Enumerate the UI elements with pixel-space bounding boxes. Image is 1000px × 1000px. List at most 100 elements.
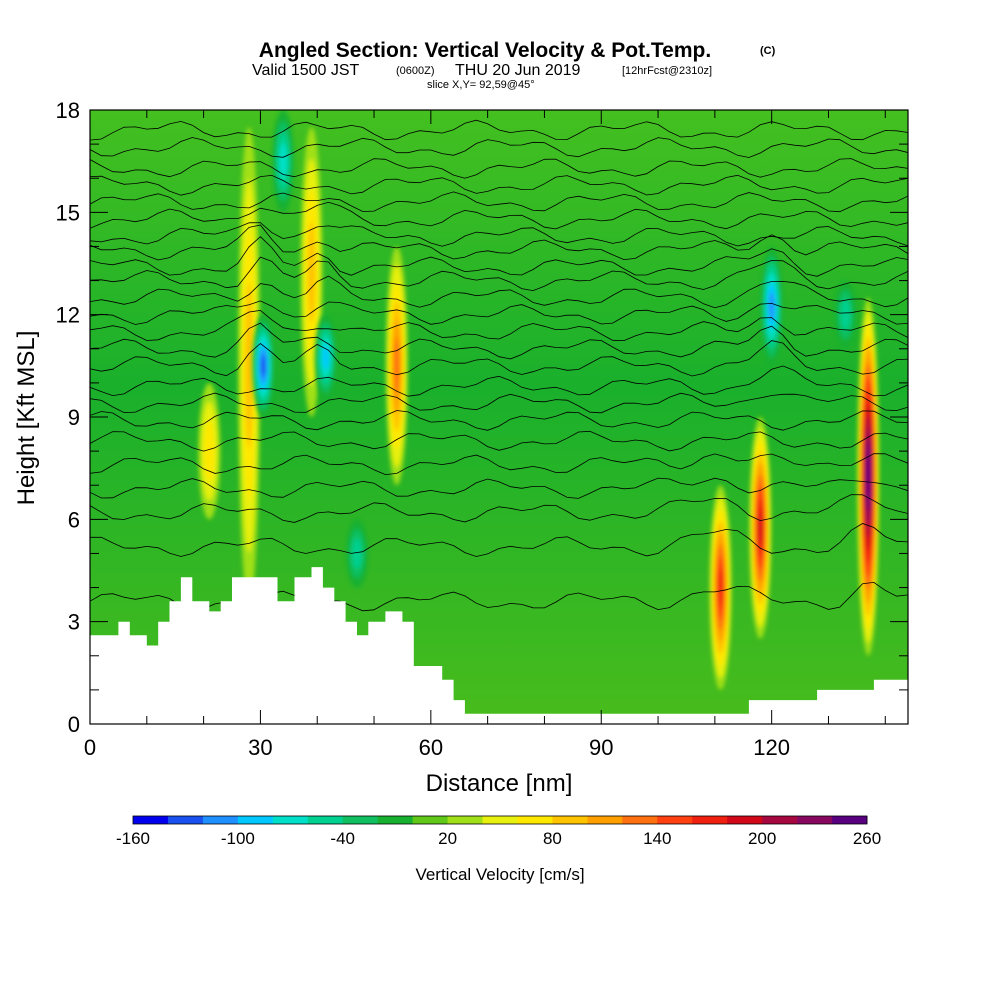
downdraft-cell [252, 314, 275, 418]
y-tick-label: 12 [56, 303, 80, 328]
x-tick-label: 60 [419, 735, 443, 760]
theta-contour-line [90, 453, 908, 476]
colorbar-swatch [832, 816, 868, 824]
theta-contour-line [90, 236, 908, 277]
velocity-contour-band [394, 336, 400, 395]
velocity-contour-band [279, 143, 287, 179]
theta-contour-line [90, 494, 908, 523]
colorbar-swatch [412, 816, 448, 824]
downdraft-cell [345, 519, 368, 588]
colorbar-swatch [447, 816, 483, 824]
y-tick-label: 15 [56, 200, 80, 225]
theta-contour-line [90, 224, 908, 261]
colorbar-swatch [762, 816, 798, 824]
colorbar-swatch [657, 816, 693, 824]
theta-contours [90, 119, 908, 612]
theta-contour-line [90, 322, 908, 360]
velocity-contour-band [718, 568, 723, 607]
colorbar-tick-label: 260 [853, 829, 881, 848]
x-axis-title: Distance [nm] [426, 770, 573, 797]
colorbar-swatch [692, 816, 728, 824]
plot-area [90, 110, 908, 724]
velocity-contour-band [260, 355, 266, 377]
x-tick-label: 30 [248, 735, 272, 760]
colorbar-swatch [377, 816, 414, 824]
theta-contour-line [90, 174, 908, 196]
updraft-cell [385, 246, 408, 486]
colorbar-tick-label: 80 [543, 829, 562, 848]
colorbar-swatch [517, 816, 553, 824]
updraft-cell [238, 127, 261, 605]
colorbar-swatch [272, 816, 309, 824]
velocity-contour-band [204, 420, 215, 482]
y-tick-label: 18 [56, 98, 80, 123]
y-axis-title: Height [Kft MSL] [13, 331, 40, 506]
colorbar-swatch [133, 816, 169, 824]
updraft-cell [198, 382, 221, 520]
theta-contour-line [90, 430, 908, 452]
x-tick-label: 90 [589, 735, 613, 760]
velocity-contour-band [840, 299, 851, 330]
downdraft-cell [760, 246, 783, 366]
colorbar-tick-label: -100 [221, 829, 255, 848]
theta-contour-line [90, 158, 908, 179]
theta-contour-line [90, 300, 908, 325]
velocity-contour-band [322, 345, 329, 370]
colorbar-tick-label: -40 [330, 829, 355, 848]
y-tick-label: 9 [68, 405, 80, 430]
downdraft-cell [314, 314, 337, 400]
colorbar-swatch [237, 816, 274, 824]
colorbar-swatch [727, 816, 763, 824]
valid-time-label: Valid 1500 JST [252, 62, 360, 79]
velocity-contour-band [769, 291, 775, 321]
colorbar: -160 -100 -40 20 80 140 200 260 [116, 815, 881, 848]
theta-contour-line [90, 191, 908, 213]
theta-contour-line [90, 275, 908, 309]
velocity-contour-band [758, 509, 763, 547]
colorbar-swatch [342, 816, 379, 824]
axis-tick-labels: 0 30 60 90 120 0 3 6 9 12 15 18 [56, 98, 791, 760]
updraft-cell [709, 485, 732, 690]
colorbar-tick-label: -160 [116, 829, 150, 848]
y-tick-label: 3 [68, 610, 80, 635]
theta-contour-line [90, 523, 908, 557]
colorbar-title: Vertical Velocity [cm/s] [415, 865, 584, 884]
chart-title-units: (C) [760, 45, 776, 57]
velocity-contour-band [307, 221, 316, 323]
theta-contour-line [90, 392, 908, 414]
colorbar-swatch [202, 816, 239, 824]
x-tick-label: 0 [84, 735, 96, 760]
velocity-contour-band [866, 455, 871, 498]
theta-contour-line [90, 201, 908, 230]
theta-contour-line [90, 222, 908, 247]
colorbar-swatch [587, 816, 623, 824]
theta-contour-line [90, 340, 908, 377]
colorbar-tick-label: 140 [643, 829, 671, 848]
colorbar-swatch [482, 816, 518, 824]
theta-contour-line [90, 410, 908, 431]
colorbar-tick-label: 20 [438, 829, 457, 848]
forecast-label: [12hrFcst@2310z] [622, 65, 712, 77]
colorbar-swatch [622, 816, 658, 824]
terrain-fill [90, 567, 908, 724]
velocity-contour-band [352, 538, 362, 569]
colorbar-swatch [167, 816, 204, 824]
valid-date-label: THU 20 Jun 2019 [455, 62, 581, 79]
theta-contour-line [90, 309, 908, 342]
x-tick-label: 120 [753, 735, 790, 760]
colorbar-tick-label: 200 [748, 829, 776, 848]
colorbar-swatch [797, 816, 833, 824]
slice-label: slice X,Y= 92,59@45° [427, 79, 535, 91]
colorbar-swatch [552, 816, 588, 824]
chart-title: Angled Section: Vertical Velocity & Pot.… [259, 39, 711, 62]
updraft-cell [857, 297, 880, 656]
terrain [90, 567, 908, 724]
colorbar-swatch [307, 816, 344, 824]
downdraft-cell [272, 110, 295, 213]
axis-ticks [89, 109, 908, 725]
velocity-field [198, 110, 880, 690]
theta-contour-line [90, 137, 908, 158]
y-tick-label: 0 [68, 712, 80, 737]
updraft-cell [749, 416, 772, 639]
